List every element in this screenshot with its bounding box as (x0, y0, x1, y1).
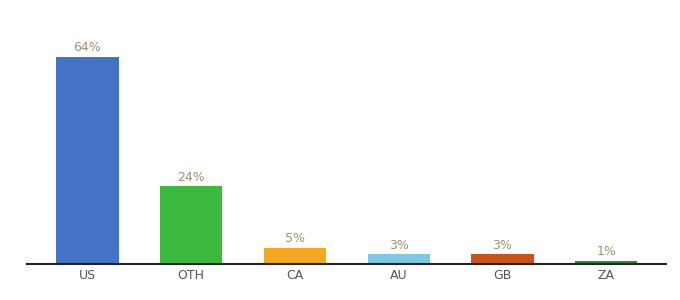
Bar (368, 254, 430, 264)
Text: 5%: 5% (285, 232, 305, 245)
Bar (471, 254, 534, 264)
Text: 3%: 3% (389, 239, 409, 252)
Text: 1%: 1% (596, 245, 616, 258)
Bar (575, 261, 637, 264)
Bar (160, 186, 222, 264)
Text: 24%: 24% (177, 171, 205, 184)
Text: 3%: 3% (492, 239, 513, 252)
Text: 64%: 64% (73, 41, 101, 54)
Bar (56, 57, 118, 264)
Bar (264, 248, 326, 264)
